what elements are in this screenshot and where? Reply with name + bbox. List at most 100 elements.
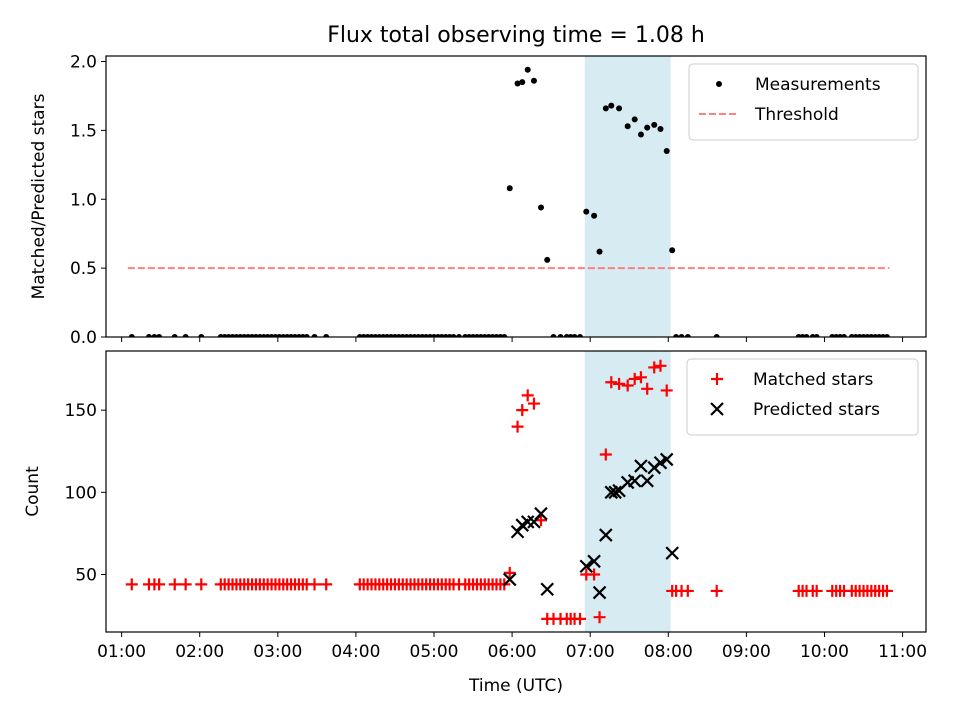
measurement-point xyxy=(182,334,189,337)
measurement-point xyxy=(591,212,598,219)
x-tick-label: 06:00 xyxy=(488,642,537,662)
measurement-point xyxy=(198,334,205,337)
matched-star-point xyxy=(153,578,166,591)
measurement-point xyxy=(644,124,651,131)
measurement-point xyxy=(550,334,557,337)
matched-star-point xyxy=(654,359,667,372)
matched-star-point xyxy=(521,389,534,402)
legend-label: Threshold xyxy=(754,105,839,125)
predicted-star-point xyxy=(634,459,648,473)
plot-data xyxy=(125,359,893,625)
measurement-point xyxy=(455,334,462,337)
predicted-star-point xyxy=(534,506,548,521)
predicted-star-point xyxy=(540,582,555,597)
matched-star-point xyxy=(125,578,138,591)
matched-star-point xyxy=(710,584,723,597)
y-tick-label: 2.0 xyxy=(70,53,97,73)
matched-star-point xyxy=(574,612,587,625)
measurement-point xyxy=(571,334,578,337)
measurement-point xyxy=(684,334,691,337)
measurement-point xyxy=(813,334,820,337)
matched-star-point xyxy=(527,397,540,410)
x-tick-label: 09:00 xyxy=(722,642,771,662)
matched-star-point xyxy=(641,382,654,395)
measurement-point xyxy=(501,334,508,337)
x-tick-label: 01:00 xyxy=(97,642,146,662)
predicted-star-point xyxy=(510,524,525,539)
measurement-point xyxy=(631,116,638,123)
matched-star-point xyxy=(648,361,661,374)
y-tick-label: 0.5 xyxy=(70,259,97,279)
measurement-point xyxy=(530,77,537,84)
x-tick-label: 03:00 xyxy=(253,642,302,662)
predicted-star-point xyxy=(640,474,654,488)
measurement-point xyxy=(673,334,680,337)
legend-plus-marker xyxy=(711,373,723,385)
x-tick-label: 02:00 xyxy=(175,642,224,662)
x-tick-label: 04:00 xyxy=(331,642,380,662)
measurement-point xyxy=(145,334,152,337)
y-tick-label: 1.5 xyxy=(70,121,97,141)
legend-label: Matched stars xyxy=(753,370,873,390)
legend-frame xyxy=(686,358,919,436)
predicted-star-point xyxy=(599,528,613,542)
predicted-star-point xyxy=(665,546,679,560)
top-panel: 0.0 0.5 1.0 1.5 2.0 Matched/Predicted stars Me… xyxy=(29,53,927,348)
measurement-point xyxy=(678,334,685,337)
matched-star-point xyxy=(628,372,641,385)
measurement-point xyxy=(803,334,810,337)
matched-star-point xyxy=(179,578,192,591)
plot-data xyxy=(127,66,890,337)
measurement-point xyxy=(577,334,584,337)
y-tick-label: 1.0 xyxy=(70,190,97,210)
measurement-point xyxy=(657,126,664,133)
matched-star-point xyxy=(621,379,634,392)
matched-star-point xyxy=(660,384,673,397)
measurement-point xyxy=(128,334,135,337)
matched-star-point xyxy=(308,578,321,591)
matched-star-point xyxy=(613,377,626,390)
measurement-point xyxy=(669,247,676,254)
matched-star-point xyxy=(599,448,612,461)
legend-label: Measurements xyxy=(755,75,881,95)
highlight-span xyxy=(584,351,671,632)
measurement-point xyxy=(841,334,847,337)
predicted-star-point xyxy=(627,474,642,488)
matched-star-point xyxy=(605,376,618,389)
predicted-star-point xyxy=(659,452,674,467)
matched-star-point xyxy=(588,568,601,581)
measurement-point xyxy=(883,334,890,337)
matched-star-point xyxy=(880,584,893,597)
figure-title: Flux total observing time = 1.08 h xyxy=(327,23,705,48)
matched-star-point xyxy=(516,404,529,417)
measurement-point xyxy=(450,334,457,337)
matched-star-point xyxy=(810,584,823,597)
measurement-point xyxy=(663,148,670,155)
x-tick-label: 10:00 xyxy=(800,642,849,662)
measurement-point xyxy=(524,66,531,73)
matched-star-point xyxy=(503,566,516,579)
predicted-star-point xyxy=(502,572,517,587)
measurement-point xyxy=(537,204,544,211)
y-tick-label: 0.0 xyxy=(70,328,97,348)
measurement-point xyxy=(624,123,631,130)
measurement-point xyxy=(608,102,615,109)
predicted-star-point xyxy=(579,559,594,574)
legend-dot-marker xyxy=(716,81,722,87)
measurement-point xyxy=(156,334,163,337)
measurement-point xyxy=(151,334,158,337)
y-tick-label: 50 xyxy=(75,565,97,585)
x-tick-label: 11:00 xyxy=(878,642,927,662)
highlight-span xyxy=(584,56,671,337)
measurement-point xyxy=(651,121,658,128)
predicted-star-point xyxy=(587,554,601,569)
measurement-point xyxy=(303,334,310,337)
measurement-point xyxy=(602,105,609,112)
y-axis-label: Count xyxy=(23,466,43,517)
matched-star-point xyxy=(320,578,333,591)
predicted-star-point xyxy=(520,515,535,529)
measurement-point xyxy=(323,334,330,337)
measurement-point xyxy=(557,334,564,337)
measurement-point xyxy=(713,334,720,337)
